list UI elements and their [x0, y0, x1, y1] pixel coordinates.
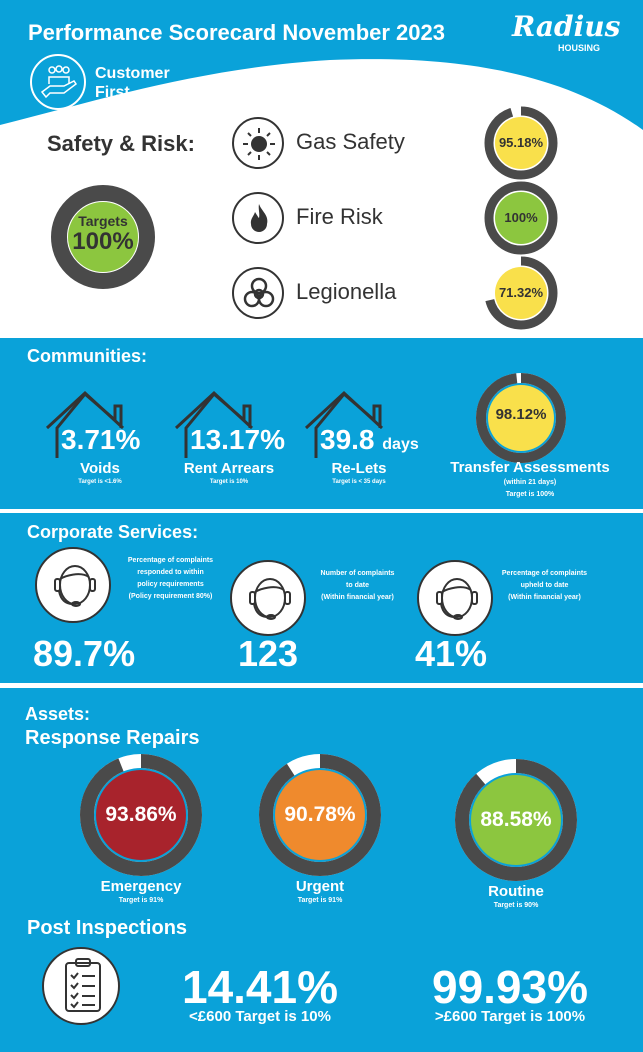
safety-item-value: 100%: [504, 210, 538, 225]
targets-value: 100%: [72, 228, 134, 255]
community-target: Target is < 35 days: [332, 479, 386, 485]
safety-gauge-arc: [484, 106, 558, 180]
complaint-description: Number of complaints: [320, 570, 395, 577]
post-over-600-value: 99.93%: [431, 961, 588, 1013]
community-label: Rent Arrears: [183, 460, 275, 477]
community-value: 13.17%: [190, 424, 285, 455]
post-under-600-value: 14.41%: [181, 961, 338, 1013]
safety-gauge-fill: [495, 267, 547, 319]
safety-item-value: 71.32%: [498, 285, 544, 300]
header-background: [0, 0, 643, 130]
corporate-value: 41%: [415, 633, 488, 674]
repair-gauge: [80, 754, 202, 876]
safety-gauge: [484, 106, 558, 180]
complaint-description: (Within financial year): [321, 594, 394, 601]
community-target: Target is <1.6%: [78, 479, 122, 485]
post-over-600-label: >£600 Target is 100%: [434, 1008, 586, 1025]
safety-item-label: Fire Risk: [296, 204, 383, 229]
safety-gauge-fill: [495, 117, 547, 169]
complaint-description: Percentage of complaints: [127, 557, 214, 564]
complaint-description: responded to within: [137, 569, 204, 576]
house-icon: [174, 390, 254, 458]
safety-title: Safety & Risk:: [47, 131, 195, 156]
complaint-description: (Within financial year): [508, 594, 581, 601]
complaint-description: to date: [346, 582, 369, 589]
repair-gauge: [455, 759, 577, 881]
corporate-value: 89.7%: [33, 633, 136, 674]
safety-gauge-arc: [484, 181, 558, 255]
house-icon: [45, 390, 125, 458]
repair-value: 88.58%: [480, 808, 552, 831]
checklist-icon: [42, 947, 120, 1025]
assets-title: Assets:: [25, 704, 91, 724]
communities-title: Communities:: [27, 346, 148, 366]
community-target: Target is 10%: [209, 479, 249, 485]
house-icon: [304, 390, 384, 458]
safety-gauge-fill: [495, 192, 547, 244]
repair-value: 93.86%: [105, 803, 177, 826]
repair-label: Emergency: [100, 878, 182, 895]
headset-icon: [35, 547, 111, 623]
safety-gauge: [484, 256, 558, 330]
transfer-label: Transfer Assessments: [450, 459, 610, 476]
response-repairs-title: Response Repairs: [25, 727, 200, 749]
community-unit: days: [382, 436, 419, 453]
repair-value: 90.78%: [284, 803, 356, 826]
flame-icon: [232, 192, 284, 244]
repair-gauge-arc: [80, 754, 202, 876]
repair-gauge-arc: [259, 754, 381, 876]
community-label: Re-Lets: [331, 460, 387, 477]
safety-item-value: 95.18%: [498, 135, 544, 150]
sun-icon: [232, 117, 284, 169]
repair-label: Routine: [488, 883, 544, 900]
community-value: 39.8: [320, 424, 375, 455]
safety-gauge: [484, 181, 558, 255]
repair-gauge-arc: [455, 759, 577, 881]
biohazard-icon: [232, 267, 284, 319]
targets-gauge: [51, 185, 155, 289]
post-inspections-title: Post Inspections: [27, 917, 188, 939]
repair-gauge: [259, 754, 381, 876]
transfer-gauge-fill: [488, 385, 554, 451]
headset-icon: [230, 560, 306, 636]
theme-line1: Customer: [95, 65, 170, 82]
complaint-description: upheld to date: [520, 582, 569, 589]
community-value: 3.71%: [61, 424, 141, 455]
complaint-description: policy requirements: [137, 581, 204, 588]
transfer-gauge-arc: [476, 373, 566, 463]
repair-label: Urgent: [295, 878, 345, 895]
theme-line2: First: [95, 84, 130, 101]
complaint-description: Percentage of complaints: [501, 570, 588, 577]
transfer-sub: (within 21 days): [503, 479, 557, 486]
complaint-description: (Policy requirement 80%): [128, 593, 213, 600]
safety-gauge-arc: [484, 256, 558, 330]
repair-target: Target is 91%: [297, 897, 343, 904]
transfer-gauge: [476, 373, 566, 463]
safety-item-label: Gas Safety: [296, 129, 405, 154]
transfer-target: Target is 100%: [505, 491, 555, 498]
repair-gauge-fill: [96, 770, 186, 860]
transfer-value: 98.12%: [495, 406, 547, 423]
repair-target: Target is 90%: [493, 902, 539, 909]
logo-sub: HOUSING: [558, 43, 601, 53]
safety-item-label: Legionella: [296, 279, 397, 304]
corporate-value: 123: [238, 633, 299, 674]
repair-gauge-fill: [471, 775, 561, 865]
repair-target: Target is 91%: [118, 897, 164, 904]
targets-label: Targets: [78, 213, 128, 229]
page-title: Performance Scorecard November 2023: [28, 20, 445, 45]
corporate-title: Corporate Services:: [27, 522, 199, 542]
repair-gauge-fill: [275, 770, 365, 860]
community-label: Voids: [80, 460, 120, 477]
headset-icon: [417, 560, 493, 636]
logo: Radius: [512, 10, 621, 43]
post-under-600-label: <£600 Target is 10%: [189, 1008, 331, 1025]
customer-care-icon: [30, 54, 86, 110]
